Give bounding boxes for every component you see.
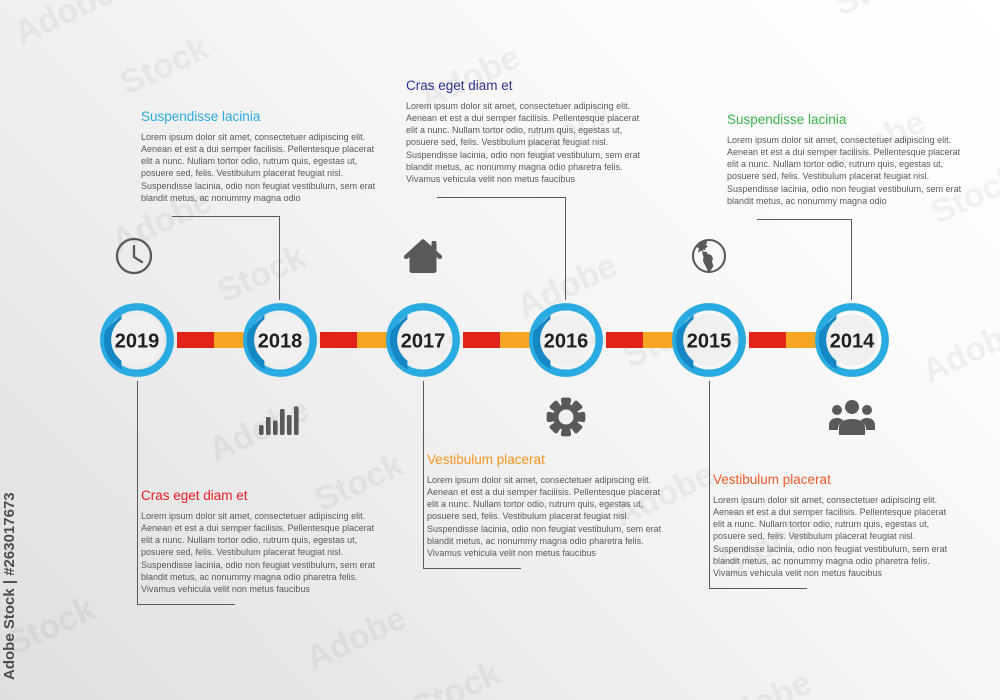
- svg-text:2017: 2017: [401, 331, 446, 353]
- svg-text:2014: 2014: [830, 331, 875, 353]
- svg-text:2016: 2016: [544, 331, 589, 353]
- svg-text:2015: 2015: [687, 331, 732, 353]
- svg-text:2019: 2019: [115, 331, 160, 353]
- svg-text:2018: 2018: [258, 331, 303, 353]
